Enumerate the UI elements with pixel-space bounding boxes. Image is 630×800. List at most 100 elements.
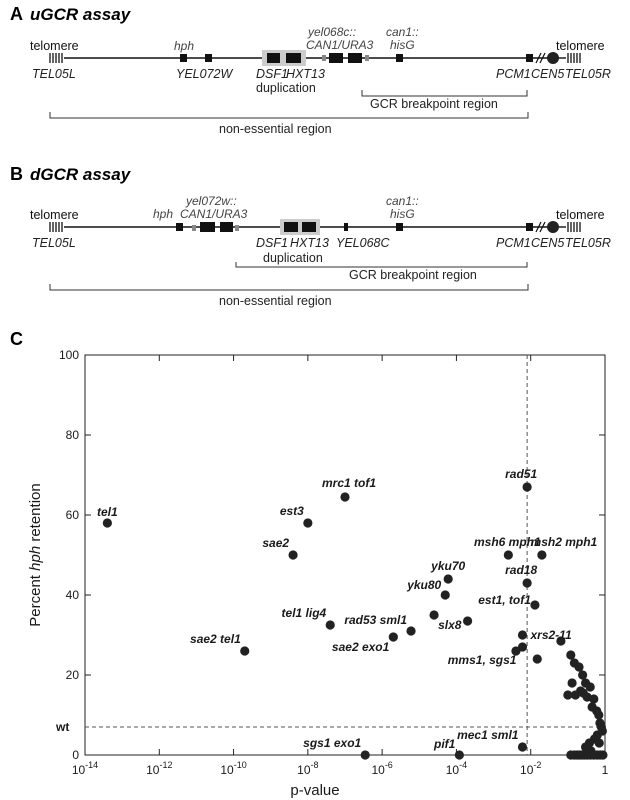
point-label: xrs2-11 — [529, 628, 571, 642]
y-tick-label: 20 — [66, 668, 80, 682]
point-label: est1, tof1 — [478, 593, 531, 607]
b-pcm1-label: PCM1 — [496, 236, 531, 250]
panel-b-title: dGCR assay — [30, 165, 132, 184]
b-tel05r-label: TEL05R — [565, 236, 611, 250]
a-can1-ura3-marker-right — [365, 55, 369, 61]
point-label: sae2 — [262, 536, 289, 550]
point-label: sae2 tel1 — [190, 632, 241, 646]
data-points — [102, 482, 608, 760]
point-label: rad51 — [505, 467, 537, 481]
point-label: rad53 sml1 — [344, 613, 407, 627]
y-tick-label: 60 — [66, 508, 80, 522]
point-label: sgs1 exo1 — [303, 736, 361, 750]
x-tick-label: 10-10 — [220, 760, 246, 777]
point-labels: tel1 sae2 tel1 sae2 est3 tel1 lig4 sgs1 exo1 s… — [97, 467, 598, 751]
b-can1-label-1: can1:: — [386, 194, 419, 208]
data-point-labeled — [443, 574, 453, 584]
data-point — [567, 678, 577, 688]
a-break-marks — [535, 52, 546, 64]
a-can1-ura3-marker-left — [322, 55, 326, 61]
a-telomere-left-hatch — [49, 53, 63, 63]
b-cen5-label: CEN5 — [531, 236, 564, 250]
x-tick-label: 10-8 — [297, 760, 318, 777]
x-tick-label: 10-12 — [146, 760, 172, 777]
data-point-labeled — [522, 482, 532, 492]
data-point-labeled — [429, 610, 439, 620]
a-can1-hisg-gene — [396, 54, 403, 62]
data-point-labeled — [388, 632, 398, 642]
data-point-labeled — [517, 742, 528, 752]
data-point-labeled — [360, 750, 370, 760]
wt-label: wt — [55, 720, 69, 734]
panel-b: B dGCR assay telomere telomere yel072w::… — [10, 164, 611, 308]
data-point — [340, 492, 350, 502]
data-point — [589, 694, 599, 704]
data-point — [570, 690, 581, 700]
b-nonessential-bracket — [49, 284, 529, 291]
a-tel05l-label: TEL05L — [32, 67, 76, 81]
data-point-labeled — [102, 518, 112, 528]
y-tick-label: 100 — [59, 348, 79, 362]
data-point-labeled — [325, 620, 335, 630]
a-duplication-label: duplication — [256, 81, 316, 95]
point-label: yku80 — [406, 578, 441, 592]
data-point-labeled — [240, 646, 250, 656]
a-hph-label: hph — [174, 39, 194, 53]
b-yel068c-gene — [344, 223, 348, 231]
point-label: msh6 mph1 — [474, 535, 541, 549]
b-tel05l-label: TEL05L — [32, 236, 76, 250]
point-label: pif1 — [433, 737, 456, 751]
data-point — [532, 654, 542, 664]
b-can1-ura3-marker-left — [192, 225, 196, 231]
b-dsf1-gene — [284, 222, 298, 232]
b-duplication-label: duplication — [263, 251, 323, 265]
a-yel072w-label: YEL072W — [176, 67, 233, 81]
b-break-marks — [535, 221, 546, 233]
point-label: rad18 — [505, 563, 537, 577]
a-can1-label-1: can1:: — [386, 25, 419, 39]
a-dsf1-gene — [267, 53, 280, 63]
data-point — [594, 710, 604, 720]
b-telomere-left-hatch — [49, 222, 63, 232]
b-yel072w-label-1: yel072w:: — [185, 194, 237, 208]
point-label: mms1, sgs1 — [448, 653, 517, 667]
point-label: tel1 lig4 — [282, 606, 327, 620]
b-hxt13-gene — [302, 222, 316, 232]
point-label: est3 — [280, 504, 304, 518]
a-hxt13-label: HXT13 — [286, 67, 325, 81]
data-point — [563, 690, 573, 700]
a-telomere-right-label: telomere — [556, 39, 605, 53]
a-yel068c-label-1: yel068c:: — [307, 25, 356, 39]
b-hph-label: hph — [153, 207, 173, 221]
a-nonessential-label: non-essential region — [219, 122, 332, 136]
panel-a: A uGCR assay telomere telomere hph yel06… — [10, 4, 611, 136]
b-hxt13-label: HXT13 — [290, 236, 329, 250]
data-point — [556, 636, 566, 646]
panel-a-letter: A — [10, 4, 23, 24]
b-can1-gene — [200, 222, 215, 232]
a-ura3-gene — [348, 53, 362, 63]
data-point-labeled — [522, 578, 532, 588]
x-axis-title: p-value — [290, 782, 339, 799]
point-label: mrc1 tof1 — [322, 476, 376, 490]
a-hph-gene — [180, 54, 187, 62]
b-gcr-bracket — [235, 262, 528, 268]
a-telomere-left-label: telomere — [30, 39, 79, 53]
point-label: tel1 — [97, 505, 118, 519]
b-dsf1-label: DSF1 — [256, 236, 288, 250]
a-yel072w-gene — [205, 54, 212, 62]
a-dsf1-label: DSF1 — [256, 67, 288, 81]
y-tick-label: 40 — [66, 588, 80, 602]
data-point-labeled — [303, 518, 313, 528]
panel-b-letter: B — [10, 164, 23, 184]
point-label: msh2 mph1 — [531, 535, 598, 549]
a-nonessential-bracket — [49, 112, 529, 119]
b-pcm1-gene — [526, 223, 533, 231]
data-point-labeled — [517, 630, 528, 640]
data-point — [578, 670, 588, 680]
data-point-labeled — [454, 750, 464, 760]
data-point-labeled — [440, 590, 450, 600]
x-tick-label: 1 — [602, 763, 609, 777]
b-telomere-right-label: telomere — [556, 208, 605, 222]
b-can1-label-2: hisG — [390, 207, 415, 221]
